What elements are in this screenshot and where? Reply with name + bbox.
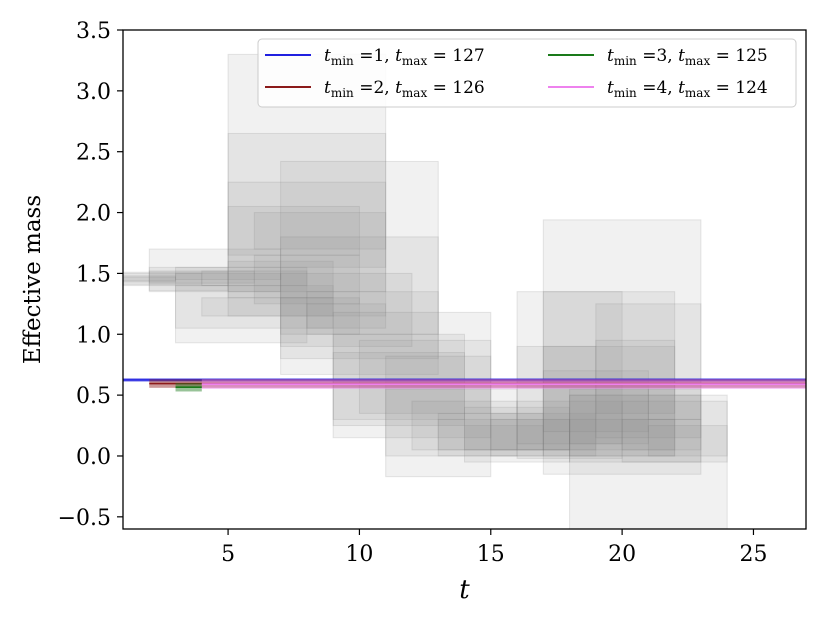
effective-mass-box bbox=[280, 236, 439, 360]
fit-bands bbox=[123, 378, 806, 392]
y-tick-label: 3.5 bbox=[76, 19, 111, 44]
y-tick-label: 0.0 bbox=[76, 445, 111, 470]
effective-mass-box bbox=[148, 248, 282, 293]
effective-mass-box bbox=[647, 425, 728, 457]
effective-mass-box bbox=[358, 339, 492, 414]
effective-mass-box bbox=[227, 132, 387, 293]
effective-mass-box bbox=[437, 412, 544, 457]
effective-mass-box bbox=[569, 388, 649, 445]
effective-mass-box bbox=[227, 205, 360, 256]
effective-mass-box bbox=[306, 291, 439, 335]
legend-entry-label: tmin =3, tmax = 125 bbox=[607, 46, 768, 68]
y-tick-label: 3.0 bbox=[76, 80, 111, 105]
effective-mass-box bbox=[516, 291, 623, 459]
effective-mass-box bbox=[123, 276, 177, 282]
effective-mass-box bbox=[148, 266, 229, 291]
effective-mass-box bbox=[516, 345, 597, 451]
effective-mass-box bbox=[621, 400, 728, 463]
x-axis: 5 10 15 20 25 bbox=[221, 529, 767, 567]
legend-entry-label: tmin =1, tmax = 127 bbox=[324, 46, 485, 68]
y-tick-label: 2.0 bbox=[76, 202, 111, 227]
effective-mass-box bbox=[595, 303, 702, 439]
y-axis-label: Effective mass bbox=[20, 195, 46, 364]
y-tick-label: 2.5 bbox=[76, 141, 111, 166]
legend: tmin =1, tmax = 127 tmin =2, tmax = 126 tm… bbox=[257, 38, 797, 108]
effective-mass-box bbox=[280, 272, 413, 347]
effective-mass-box bbox=[595, 339, 676, 414]
effective-mass-box bbox=[123, 271, 229, 287]
effective-mass-box bbox=[542, 219, 702, 475]
effective-mass-box bbox=[123, 275, 177, 283]
legend-entry-label: tmin =4, tmax = 124 bbox=[607, 78, 768, 100]
effective-mass-box bbox=[175, 266, 308, 344]
y-tick-label: −0.5 bbox=[58, 506, 111, 531]
effective-mass-box bbox=[227, 181, 387, 268]
effective-mass-box bbox=[569, 418, 676, 457]
effective-mass-box bbox=[542, 291, 676, 457]
y-axis: −0.5 0.0 0.5 1.0 1.5 2.0 2.5 3.0 3.5 bbox=[58, 19, 123, 531]
effective-mass-box bbox=[385, 355, 492, 478]
x-tick-label: 5 bbox=[221, 542, 235, 567]
effective-mass-boxes bbox=[123, 53, 728, 529]
effective-mass-box bbox=[385, 388, 518, 457]
y-tick-label: 1.0 bbox=[76, 323, 111, 348]
effective-mass-box bbox=[569, 394, 702, 463]
effective-mass-box bbox=[280, 160, 439, 375]
effective-mass-box bbox=[411, 400, 518, 451]
effective-mass-box bbox=[647, 388, 702, 420]
legend-box bbox=[257, 38, 797, 108]
effective-mass-box bbox=[490, 412, 597, 457]
legend-entry-label: tmin =2, tmax = 126 bbox=[324, 78, 485, 100]
x-axis-label: t bbox=[459, 575, 470, 605]
effective-mass-box bbox=[542, 370, 649, 433]
plot-frame bbox=[122, 29, 807, 530]
effective-mass-box bbox=[464, 406, 571, 463]
effective-mass-box bbox=[306, 303, 387, 329]
effective-mass-box bbox=[332, 311, 492, 439]
y-tick-label: 1.5 bbox=[76, 262, 111, 287]
effective-mass-box bbox=[175, 285, 334, 329]
effective-mass-box bbox=[123, 272, 203, 285]
x-tick-label: 10 bbox=[345, 542, 373, 567]
effective-mass-box bbox=[569, 394, 728, 529]
effective-mass-box bbox=[332, 333, 465, 420]
effective-mass-box bbox=[227, 260, 334, 299]
x-tick-label: 15 bbox=[477, 542, 505, 567]
effective-mass-box bbox=[490, 418, 571, 451]
effective-mass-box bbox=[542, 345, 676, 451]
effective-mass-box bbox=[280, 297, 360, 335]
effective-mass-box bbox=[175, 272, 282, 281]
effective-mass-box bbox=[621, 418, 702, 451]
effective-mass-box bbox=[201, 297, 334, 317]
effective-mass-box bbox=[201, 270, 308, 287]
effective-mass-box bbox=[253, 212, 387, 250]
effective-mass-box bbox=[332, 352, 465, 427]
x-tick-label: 25 bbox=[739, 542, 767, 567]
x-tick-label: 20 bbox=[608, 542, 636, 567]
effective-mass-box bbox=[253, 254, 360, 305]
effective-mass-box bbox=[148, 270, 255, 284]
effective-mass-box bbox=[516, 400, 623, 445]
effective-mass-box bbox=[464, 425, 544, 451]
effective-mass-box bbox=[437, 418, 571, 451]
y-tick-label: 0.5 bbox=[76, 384, 111, 409]
